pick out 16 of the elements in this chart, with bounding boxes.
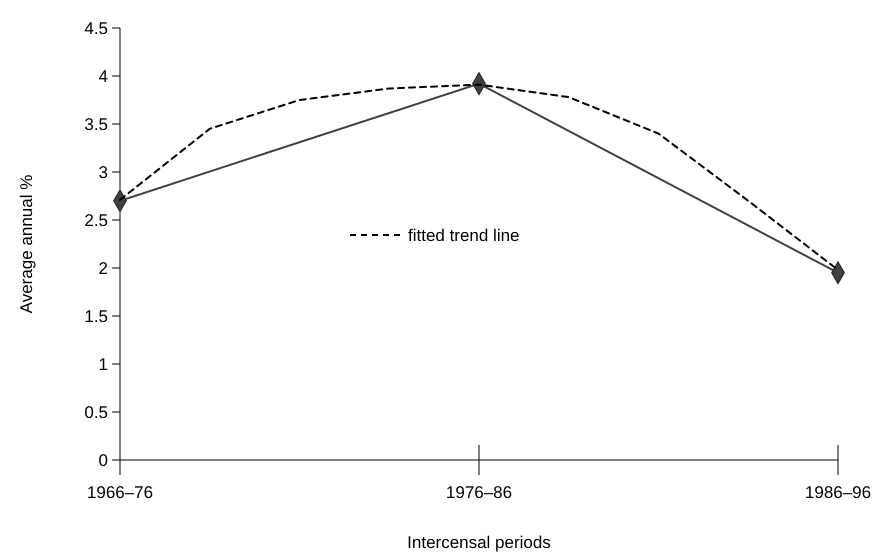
y-tick-label: 1.5 (84, 306, 108, 326)
y-axis-title: Average annual % (17, 174, 36, 314)
y-tick-label: 2.5 (84, 210, 108, 230)
x-tick-label: 1966–76 (86, 483, 154, 502)
x-tick-label: 1986–96 (804, 483, 872, 502)
legend-label: fitted trend line (408, 226, 520, 245)
y-tick-label: 1 (98, 354, 108, 374)
y-tick-label: 0 (98, 450, 108, 470)
y-tick-label: 2 (98, 258, 108, 278)
x-tick-label: 1976–86 (446, 483, 512, 502)
y-tick-label: 4.5 (84, 18, 108, 38)
y-tick-label: 4 (98, 66, 108, 86)
y-tick-label: 3.5 (84, 114, 108, 134)
x-axis-title: Intercensal periods (407, 533, 551, 552)
y-tick-label: 0.5 (84, 402, 108, 422)
y-tick-label: 3 (98, 162, 108, 182)
